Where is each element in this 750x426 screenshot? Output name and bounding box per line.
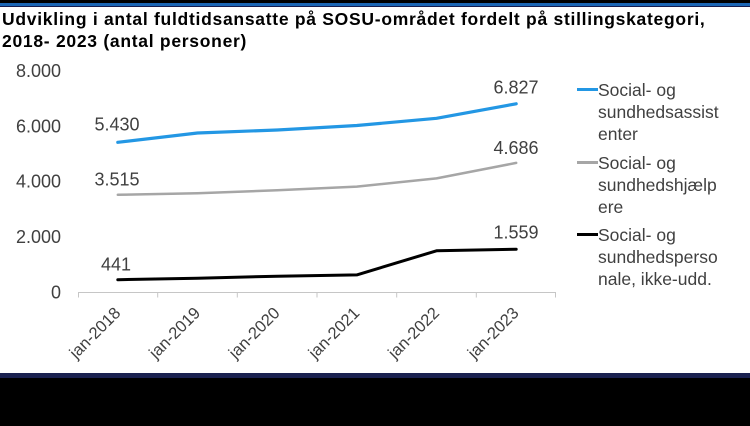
svg-text:5.430: 5.430 (94, 115, 139, 135)
svg-text:jan-2021: jan-2021 (304, 304, 363, 363)
svg-text:4.000: 4.000 (16, 172, 61, 192)
svg-text:1.559: 1.559 (493, 222, 538, 242)
svg-text:jan-2020: jan-2020 (225, 304, 284, 363)
svg-text:3.515: 3.515 (94, 170, 139, 190)
svg-text:8.000: 8.000 (16, 61, 61, 81)
svg-text:6.827: 6.827 (493, 77, 538, 97)
svg-text:0: 0 (51, 282, 61, 302)
svg-text:jan-2023: jan-2023 (464, 304, 523, 363)
svg-text:jan-2018: jan-2018 (65, 304, 124, 363)
svg-text:jan-2022: jan-2022 (384, 304, 443, 363)
svg-text:jan-2019: jan-2019 (145, 304, 204, 363)
svg-text:441: 441 (101, 254, 131, 274)
svg-text:6.000: 6.000 (16, 116, 61, 136)
svg-text:2.000: 2.000 (16, 227, 61, 247)
svg-text:4.686: 4.686 (493, 138, 538, 158)
